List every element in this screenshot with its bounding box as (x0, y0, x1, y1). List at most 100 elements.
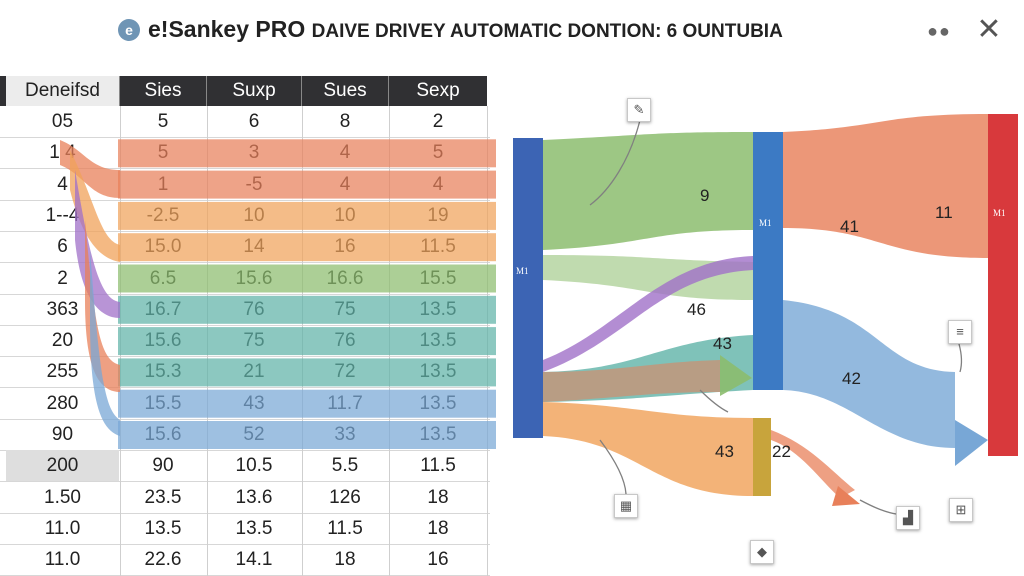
list-icon[interactable]: ≡ (948, 320, 972, 344)
table-row[interactable]: 363 16.7 76 75 13.5 (0, 294, 490, 326)
table-row[interactable]: 6 15.0 14 16 11.5 (0, 231, 490, 264)
table-cell[interactable]: 6 (57, 236, 68, 258)
more-options-button[interactable]: ●● (927, 21, 951, 41)
table-cell[interactable]: 4 (339, 142, 351, 164)
table-cell[interactable]: 4 (432, 173, 444, 195)
table-cell[interactable]: 363 (46, 298, 79, 320)
table-cell[interactable]: 1.50 (44, 486, 81, 508)
table-cell[interactable]: 1 4 (49, 142, 76, 164)
column-header-0[interactable]: Deneifsd (6, 76, 120, 106)
table-cell[interactable]: 18 (427, 486, 449, 508)
table-cell[interactable]: 20 (51, 330, 74, 352)
table-row[interactable]: 90 15.6 52 33 13.5 (0, 419, 490, 451)
table-cell[interactable]: 126 (329, 486, 361, 508)
table-cell[interactable]: 13.5 (419, 392, 457, 414)
table-cell[interactable]: 5.5 (331, 455, 359, 477)
table-cell[interactable]: 11.7 (327, 392, 363, 414)
table-cell[interactable]: 75 (243, 330, 265, 352)
table-cell[interactable]: 16 (334, 236, 356, 258)
table-cell[interactable]: 255 (46, 361, 79, 383)
table-cell[interactable]: 75 (334, 298, 356, 320)
table-cell[interactable]: 13.6 (235, 486, 273, 508)
table-cell[interactable]: 15.5 (419, 267, 457, 289)
table-row[interactable]: 4 1 -5 4 4 (0, 169, 490, 201)
table-cell[interactable]: 15.0 (144, 236, 182, 258)
table-cell[interactable]: 5 (432, 142, 444, 164)
table-cell[interactable]: 5 (157, 111, 169, 132)
table-cell[interactable]: 21 (243, 361, 265, 383)
layout-icon[interactable]: ⊞ (949, 498, 973, 522)
column-header-2[interactable]: Suxp (232, 80, 276, 101)
table-cell[interactable]: 43 (243, 392, 265, 414)
table-row[interactable]: 1.50 23.5 13.6 126 18 (0, 482, 490, 514)
table-cell[interactable]: 13.5 (419, 361, 457, 383)
table-cell[interactable]: 15.5 (144, 392, 182, 414)
table-cell[interactable]: 2 (57, 267, 68, 289)
table-cell[interactable]: 2 (432, 111, 444, 132)
table-cell[interactable]: 3 (248, 142, 260, 164)
table-row[interactable]: 280 15.5 43 11.7 13.5 (0, 388, 490, 420)
table-cell[interactable]: 18 (334, 549, 356, 571)
table-row[interactable]: 20 15.6 75 76 13.5 (0, 325, 490, 358)
close-button[interactable]: ✕ (976, 13, 1002, 46)
table-cell[interactable]: 13.5 (419, 298, 457, 320)
table-cell[interactable]: 16.6 (326, 267, 364, 289)
table-cell[interactable]: 15.6 (144, 330, 182, 352)
table-cell[interactable]: 13.5 (419, 330, 457, 352)
table-cell[interactable]: 6 (248, 111, 260, 132)
table-cell[interactable]: 14 (243, 236, 265, 258)
table-cell[interactable]: 16 (427, 549, 449, 571)
table-cell[interactable]: 200 (6, 450, 119, 482)
table-cell[interactable]: 6.5 (149, 267, 177, 289)
column-header-4[interactable]: Sexp (416, 80, 460, 101)
table-cell[interactable]: 280 (46, 392, 79, 414)
column-header-1[interactable]: Sies (144, 80, 182, 101)
table-cell[interactable]: 76 (334, 330, 356, 352)
column-header-3[interactable]: Sues (323, 80, 367, 101)
table-cell[interactable]: 15.6 (235, 267, 273, 289)
table-row[interactable]: 2 6.5 15.6 16.6 15.5 (0, 263, 490, 295)
table-cell[interactable]: 76 (243, 298, 265, 320)
table-cell[interactable]: 1--4 (45, 204, 80, 226)
table-row[interactable]: 1 4 5 3 4 5 (0, 137, 490, 170)
table-cell[interactable]: 4 (57, 173, 68, 195)
table-cell[interactable]: 05 (51, 111, 74, 132)
grid-icon[interactable]: ▦ (614, 494, 638, 518)
table-row[interactable]: 255 15.3 21 72 13.5 (0, 356, 490, 389)
table-cell[interactable]: 10.5 (235, 455, 273, 477)
table-cell[interactable]: 23.5 (144, 486, 182, 508)
table-cell[interactable]: 33 (334, 424, 356, 445)
table-cell[interactable]: 11.0 (44, 517, 81, 539)
table-cell[interactable]: 13.5 (144, 517, 182, 539)
table-cell[interactable]: 11.5 (327, 517, 363, 539)
table-row[interactable]: 1--4 -2.5 10 10 19 (0, 200, 490, 232)
table-cell[interactable]: 90 (51, 424, 74, 445)
table-cell[interactable]: 90 (152, 455, 174, 477)
table-cell[interactable]: 13.5 (235, 517, 273, 539)
table-cell[interactable]: 5 (157, 142, 169, 164)
table-cell[interactable]: 1 (157, 173, 169, 195)
table-row[interactable]: 05 5 6 8 2 (0, 106, 490, 138)
table-cell[interactable]: 72 (334, 361, 356, 383)
chart-icon[interactable]: ▟ (896, 506, 920, 530)
table-cell[interactable]: 14.1 (235, 549, 273, 571)
table-cell[interactable]: 22.6 (144, 549, 182, 571)
table-cell[interactable]: 11.0 (44, 549, 81, 571)
table-cell[interactable]: 8 (339, 111, 351, 132)
table-row[interactable]: 200 90 10.5 5.5 11.5 (0, 450, 490, 483)
table-cell[interactable]: 18 (427, 517, 449, 539)
table-cell[interactable]: 19 (427, 204, 449, 226)
table-cell[interactable]: 10 (334, 204, 356, 226)
table-cell[interactable]: 13.5 (419, 424, 457, 445)
pencil-tool-icon[interactable]: ✎ (627, 98, 651, 122)
table-cell[interactable]: 52 (243, 424, 265, 445)
table-row[interactable]: 11.0 22.6 14.1 18 16 (0, 544, 490, 576)
table-cell[interactable]: 4 (339, 173, 351, 195)
table-row[interactable]: 11.0 13.5 13.5 11.5 18 (0, 513, 490, 545)
table-cell[interactable]: 15.3 (144, 361, 182, 383)
table-cell[interactable]: -5 (245, 173, 263, 195)
table-cell[interactable]: -2.5 (146, 204, 180, 226)
palette-icon[interactable]: ◆ (750, 540, 774, 564)
table-cell[interactable]: 16.7 (144, 298, 182, 320)
table-cell[interactable]: 11.5 (420, 455, 456, 477)
